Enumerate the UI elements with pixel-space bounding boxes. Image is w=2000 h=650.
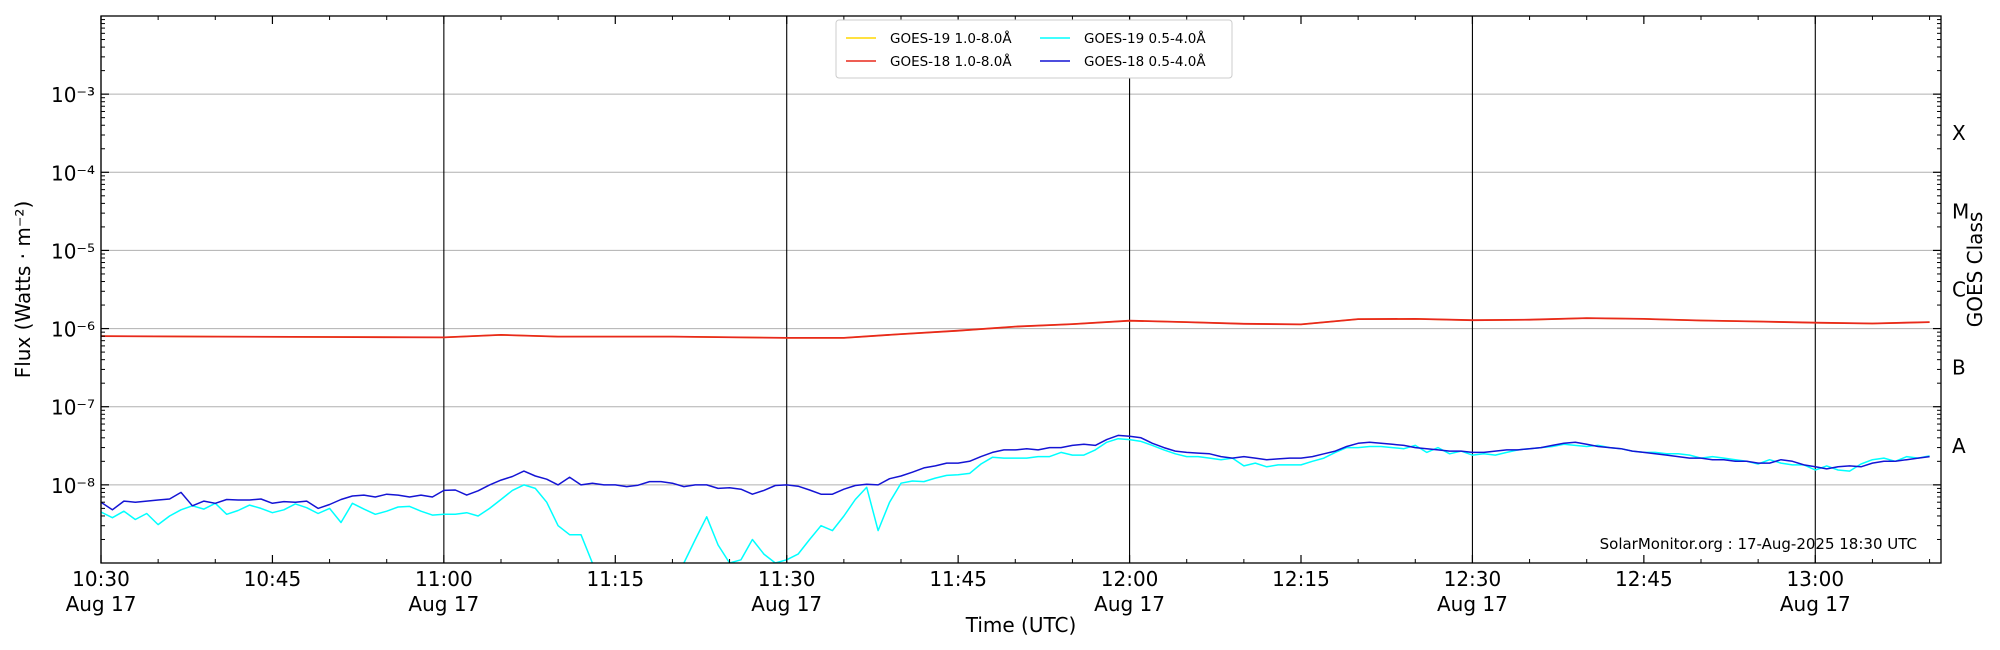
y-axis-title: Flux (Watts · m⁻²) (11, 201, 35, 379)
x-tick-date-label: Aug 17 (408, 592, 479, 616)
y-tick-label: 10⁻⁵ (51, 239, 95, 263)
x-tick-label: 12:00 (1101, 567, 1159, 591)
series-line-2 (101, 317, 1930, 339)
x-tick-date-label: Aug 17 (1780, 592, 1851, 616)
axis-ticks (100, 16, 1941, 563)
x-tick-label: 10:30 (72, 567, 130, 591)
legend-box (835, 19, 1233, 79)
plot-series (101, 317, 1930, 563)
y-tick-label: 10⁻⁷ (51, 396, 95, 420)
x-tick-label: 12:15 (1272, 567, 1330, 591)
y-tick-label: 10⁻⁸ (51, 474, 95, 498)
series-line-4 (101, 434, 1930, 511)
x-tick-label: 13:00 (1786, 567, 1844, 591)
credit-annotation: SolarMonitor.org : 17-Aug-2025 18:30 UTC (1600, 535, 1917, 553)
x-tick-label: 11:30 (758, 567, 816, 591)
goes-class-label: B (1952, 356, 1966, 380)
x-tick-label: 10:45 (244, 567, 302, 591)
legend-label-1: GOES-19 1.0-8.0Å (890, 30, 1012, 47)
x-tick-label: 12:30 (1444, 567, 1502, 591)
x-axis-title: Time (UTC) (965, 613, 1077, 637)
x-tick-date-label: Aug 17 (751, 592, 822, 616)
legend-label-4: GOES-18 0.5-4.0Å (1084, 53, 1206, 70)
goes-class-label: X (1952, 121, 1966, 145)
legend: GOES-19 1.0-8.0Å GOES-18 1.0-8.0Å GOES-19 … (835, 19, 1233, 79)
y-tick-label: 10⁻⁶ (51, 318, 95, 342)
x-tick-date-label: Aug 17 (1094, 592, 1165, 616)
y-tick-label: 10⁻³ (51, 83, 95, 107)
grid-lines (100, 16, 1941, 563)
x-tick-label: 11:45 (929, 567, 987, 591)
x-tick-label: 12:45 (1615, 567, 1673, 591)
y-axis-right-title: GOES Class (1963, 212, 1987, 328)
goes-class-label: A (1952, 434, 1966, 458)
x-tick-label: 11:00 (415, 567, 473, 591)
goes-class-label: C (1952, 278, 1966, 302)
x-tick-date-label: Aug 17 (66, 592, 137, 616)
y-tick-label: 10⁻⁴ (51, 161, 95, 185)
x-tick-date-label: Aug 17 (1437, 592, 1508, 616)
x-tick-label: 11:15 (586, 567, 644, 591)
plot-frame (100, 15, 1942, 564)
goes-class-label: M (1952, 199, 1969, 223)
legend-label-3: GOES-19 0.5-4.0Å (1084, 30, 1206, 47)
legend-label-2: GOES-18 1.0-8.0Å (890, 53, 1012, 70)
